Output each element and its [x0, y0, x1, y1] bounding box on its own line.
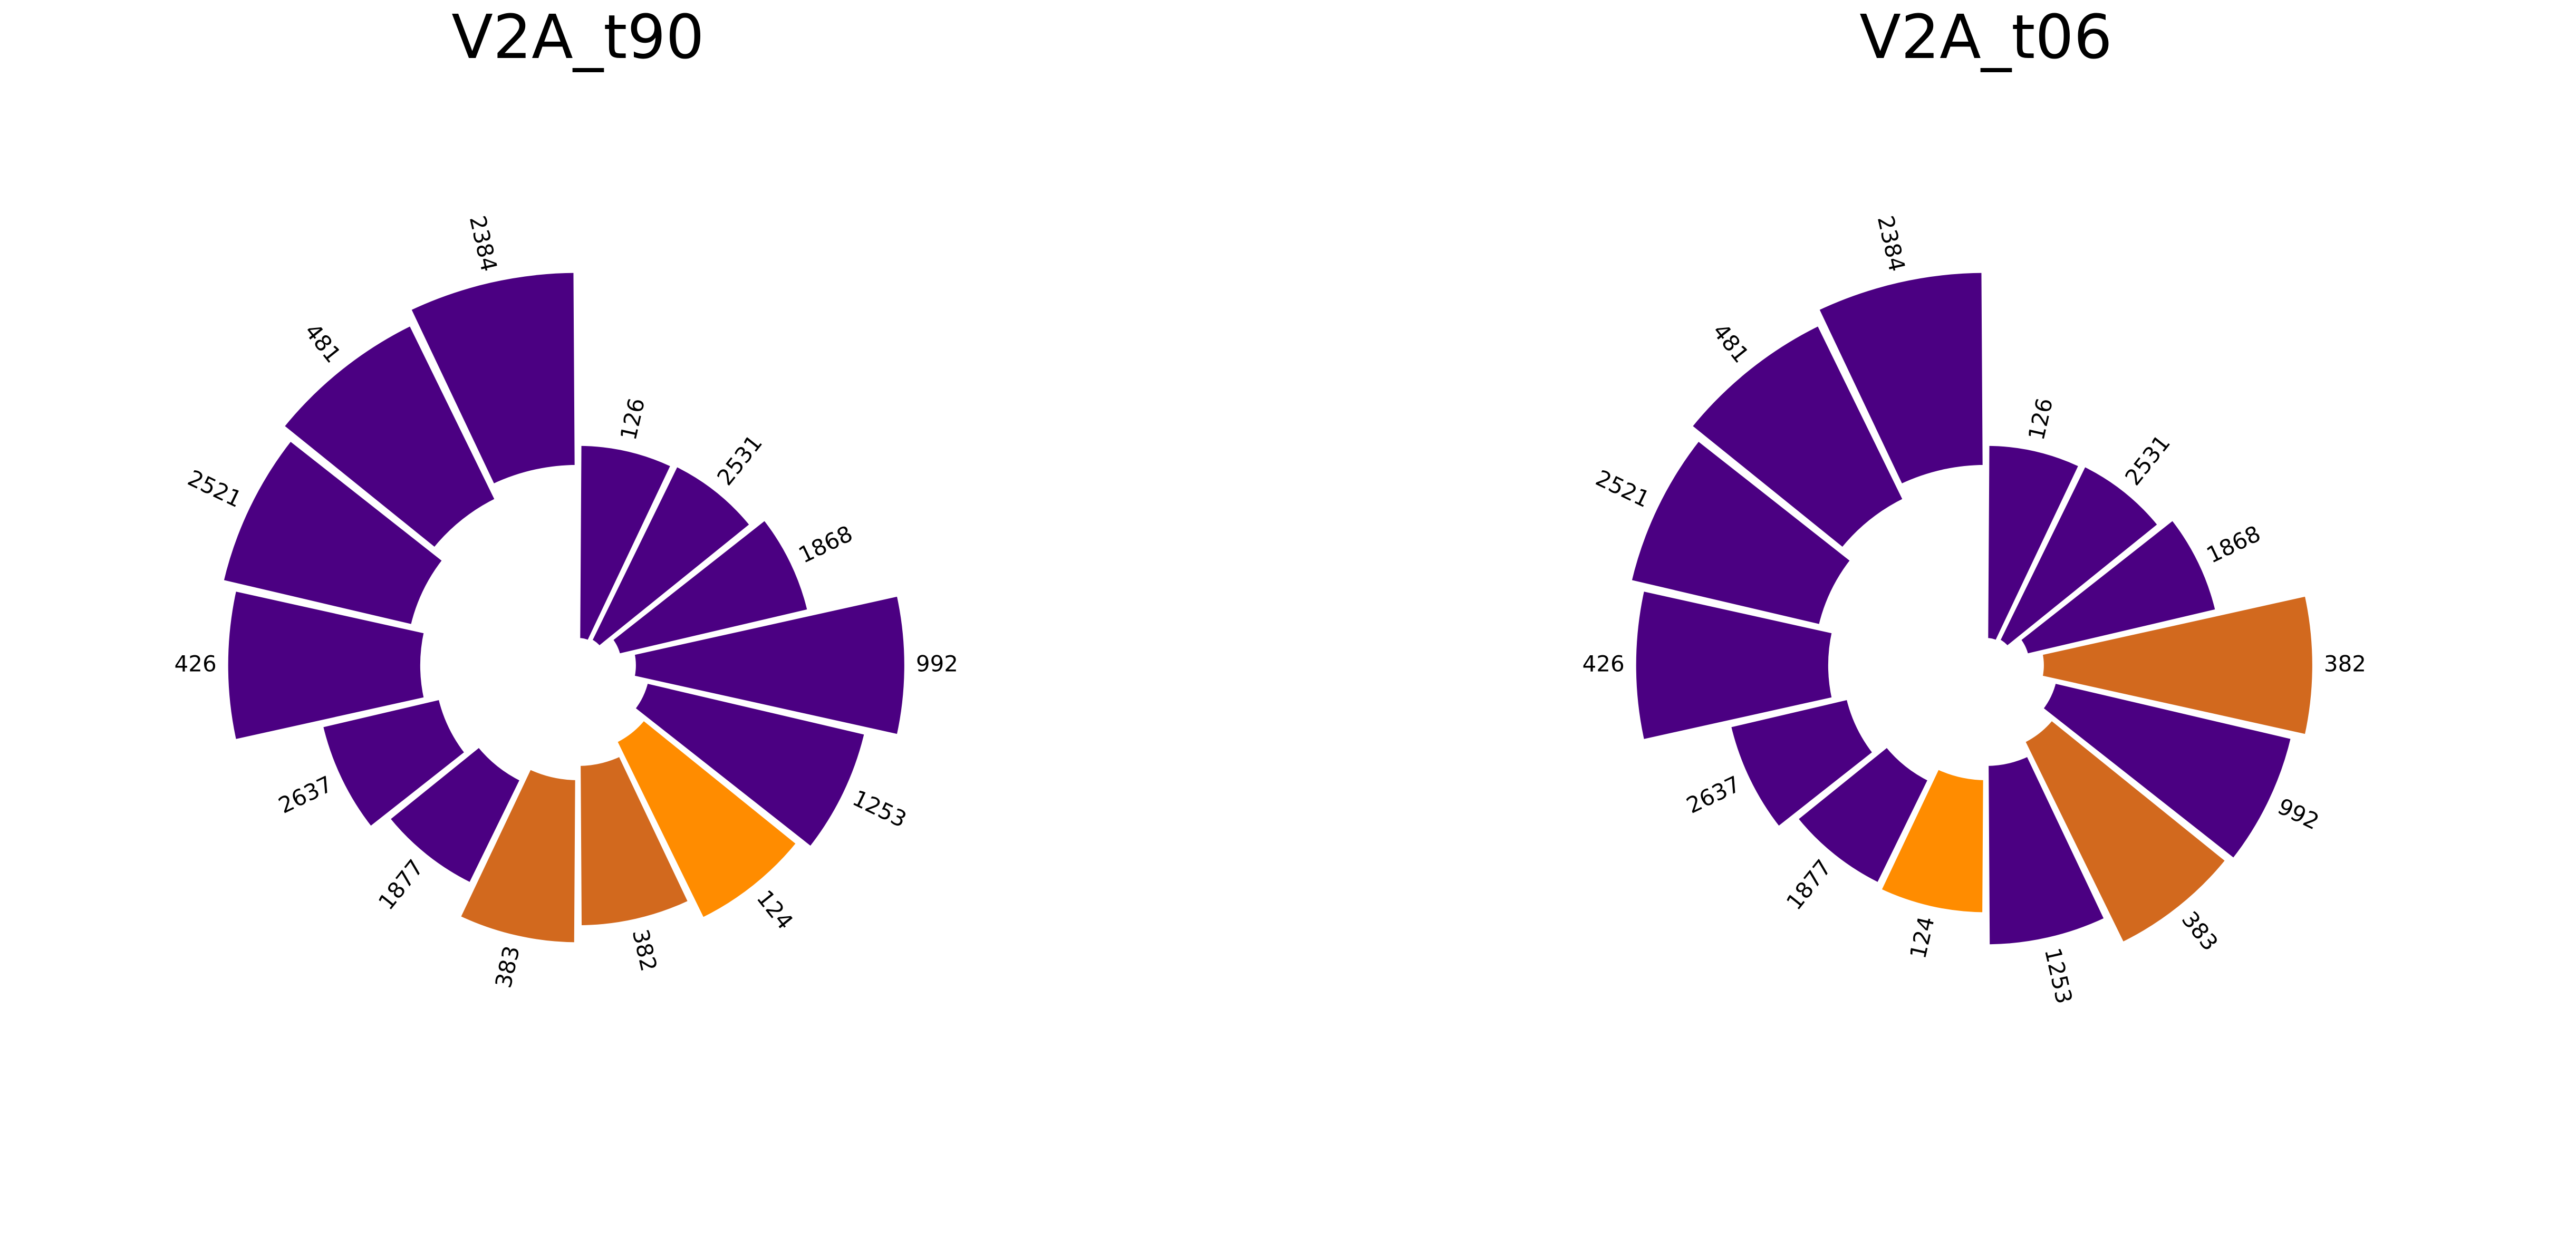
bar-1868 — [607, 515, 812, 658]
bar-992 — [2038, 678, 2296, 864]
bar-2384 — [1814, 268, 1987, 489]
bar-2531 — [587, 461, 755, 652]
bar-2637 — [1726, 695, 1878, 832]
chart-title: V2A_t06 — [1859, 2, 2112, 73]
bar-1253 — [1984, 751, 2109, 949]
bar-label: 992 — [916, 651, 958, 677]
bar-1868 — [2015, 515, 2220, 658]
bar-2637 — [318, 695, 470, 832]
bar-382 — [576, 751, 693, 930]
bar-group — [1627, 268, 2317, 949]
bar-2384 — [406, 268, 579, 489]
bar-481 — [1687, 321, 1908, 553]
chart-panel-t90: V2A_t90 12625311868992125312438238318772… — [175, 2, 958, 991]
bar-group — [219, 268, 909, 947]
bar-426 — [224, 586, 429, 744]
bar-2521 — [219, 435, 448, 629]
bar-label: 426 — [1583, 651, 1625, 677]
bar-2531 — [1995, 461, 2163, 652]
bar-992 — [630, 591, 909, 739]
bar-2521 — [1627, 435, 1856, 629]
bar-124 — [612, 715, 802, 923]
bar-124 — [1876, 764, 1988, 917]
bar-383 — [2020, 715, 2231, 947]
bar-382 — [2038, 591, 2317, 739]
bar-label: 426 — [175, 651, 217, 677]
bar-label: 382 — [2324, 651, 2366, 677]
chart-title: V2A_t90 — [451, 2, 704, 73]
bar-481 — [279, 321, 500, 553]
bar-1253 — [630, 678, 869, 852]
bar-426 — [1632, 586, 1837, 744]
bar-383 — [455, 764, 580, 947]
bar-126 — [1984, 441, 2084, 645]
bar-126 — [576, 441, 676, 645]
bar-1877 — [1792, 742, 1933, 888]
bar-1877 — [384, 742, 525, 888]
